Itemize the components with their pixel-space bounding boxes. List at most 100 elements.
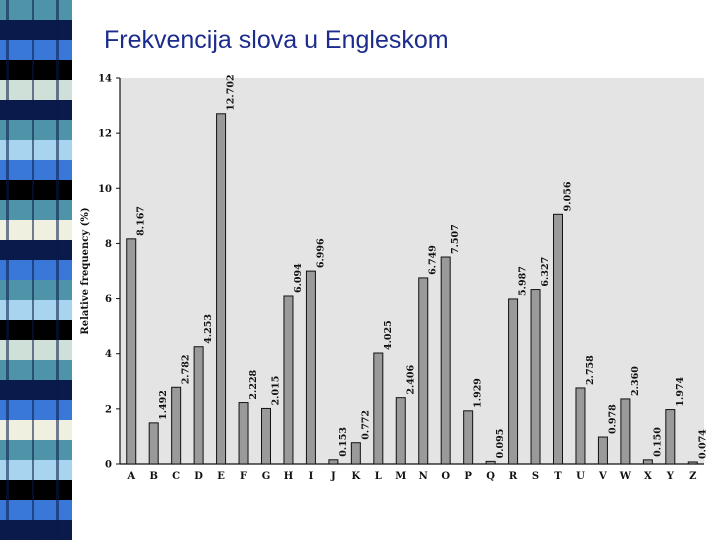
- value-label: 7.507: [450, 224, 461, 254]
- x-tick-label: R: [509, 471, 518, 482]
- x-tick-label: Q: [486, 471, 495, 482]
- bar-p: [463, 410, 474, 465]
- value-label: 6.094: [293, 263, 304, 293]
- x-tick-label: D: [194, 471, 203, 482]
- strip-line: [56, 0, 59, 540]
- strip-band: [0, 140, 72, 160]
- value-label: 12.702: [226, 74, 237, 110]
- strip-band: [0, 380, 72, 400]
- strip-band: [0, 260, 72, 280]
- x-tick-label: Y: [666, 471, 675, 482]
- y-tick-label: 6: [105, 294, 112, 305]
- value-label: 0.153: [338, 427, 349, 457]
- value-label: 2.782: [181, 355, 192, 385]
- x-tick-label: U: [576, 471, 585, 482]
- strip-band: [0, 480, 72, 500]
- bar-z: [687, 461, 698, 465]
- strip-band: [0, 80, 72, 100]
- bar-m: [395, 397, 406, 465]
- value-label: 0.074: [697, 429, 708, 459]
- bar-g: [261, 407, 271, 465]
- strip-band: [0, 340, 72, 360]
- y-tick-label: 4: [105, 349, 112, 360]
- value-label: 8.167: [136, 206, 147, 236]
- y-tick-label: 10: [98, 184, 112, 195]
- slide-title: Frekvencija slova u Engleskom: [104, 26, 449, 54]
- strip-band: [0, 520, 72, 540]
- bar-t: [553, 213, 563, 465]
- bar-s: [530, 289, 541, 465]
- value-label: 2.015: [271, 376, 282, 406]
- value-label: 1.974: [675, 376, 686, 406]
- strip-band: [0, 320, 72, 340]
- x-tick-label: J: [330, 471, 336, 482]
- x-tick-label: S: [532, 471, 539, 482]
- strip-band: [0, 200, 72, 220]
- strip-band: [0, 240, 72, 260]
- strip-band: [0, 180, 72, 200]
- y-tick-label: 12: [98, 129, 112, 140]
- value-label: 0.978: [607, 404, 618, 434]
- strip-band: [0, 280, 72, 300]
- bars: [126, 113, 698, 465]
- strip-line: [32, 0, 34, 540]
- y-tick-label: 14: [98, 74, 112, 85]
- strip-band: [0, 100, 72, 120]
- strip-band: [0, 160, 72, 180]
- bar-c: [171, 386, 182, 465]
- strip-line: [6, 0, 9, 540]
- bar-r: [508, 298, 519, 465]
- value-label: 6.996: [315, 238, 326, 268]
- y-tick-label: 2: [105, 404, 112, 415]
- strip-band: [0, 420, 72, 440]
- strip-band: [0, 400, 72, 420]
- x-tick-label: T: [554, 471, 562, 482]
- bar-k: [350, 442, 361, 465]
- strip-band: [0, 460, 72, 480]
- bar-l: [373, 352, 384, 465]
- value-label: 2.758: [585, 355, 596, 385]
- x-tick-label: H: [284, 471, 293, 482]
- value-label: 4.025: [383, 320, 394, 350]
- value-label: 4.253: [203, 314, 214, 344]
- bar-i: [305, 270, 316, 465]
- x-tick-label: F: [240, 471, 247, 482]
- x-labels: A B C D E F G H I J K L M N O P Q R S T U V W X Y Z: [126, 471, 696, 482]
- strip-band: [0, 300, 72, 320]
- y-axis-label: Relative frequency (%): [80, 207, 91, 334]
- value-label: 6.749: [428, 245, 439, 275]
- bar-y: [665, 409, 676, 465]
- x-tick-label: V: [598, 471, 607, 482]
- x-tick-label: E: [217, 471, 225, 482]
- x-tick-label: C: [172, 471, 180, 482]
- x-tick-label: X: [644, 471, 652, 482]
- value-label: 6.327: [540, 257, 551, 287]
- y-tick-label: 0: [105, 460, 112, 471]
- strip-band: [0, 440, 72, 460]
- decorative-strip: [0, 0, 72, 540]
- chart-area: 8.167 1.492 2.782 4.253 12.702 2.228 2.015 6.09…: [72, 70, 712, 485]
- strip-band: [0, 220, 72, 240]
- y-ticks: 0 2 4 6 8 10 12 14: [98, 74, 120, 471]
- strip-band: [0, 40, 72, 60]
- x-tick-label: P: [464, 471, 472, 482]
- strip-band: [0, 120, 72, 140]
- bar-chart: 8.167 1.492 2.782 4.253 12.702 2.228 2.015 6.09…: [80, 74, 709, 483]
- x-tick-label: Z: [689, 471, 696, 482]
- value-label: 0.095: [495, 429, 506, 459]
- x-tick-label: G: [262, 471, 271, 482]
- x-tick-label: W: [619, 471, 632, 482]
- x-tick-label: I: [309, 471, 314, 482]
- bar-j: [328, 459, 339, 465]
- value-labels: 8.167 1.492 2.782 4.253 12.702 2.228 2.015 6.09…: [136, 74, 709, 459]
- value-label: 9.056: [563, 181, 574, 211]
- x-tick-label: L: [375, 471, 382, 482]
- bar-a: [126, 238, 137, 465]
- value-label: 2.228: [248, 369, 259, 399]
- bar-f: [238, 402, 249, 465]
- value-label: 1.492: [158, 390, 169, 420]
- bar-v: [597, 436, 608, 465]
- bar-d: [193, 346, 204, 465]
- bar-b: [148, 422, 159, 465]
- strip-band: [0, 0, 72, 20]
